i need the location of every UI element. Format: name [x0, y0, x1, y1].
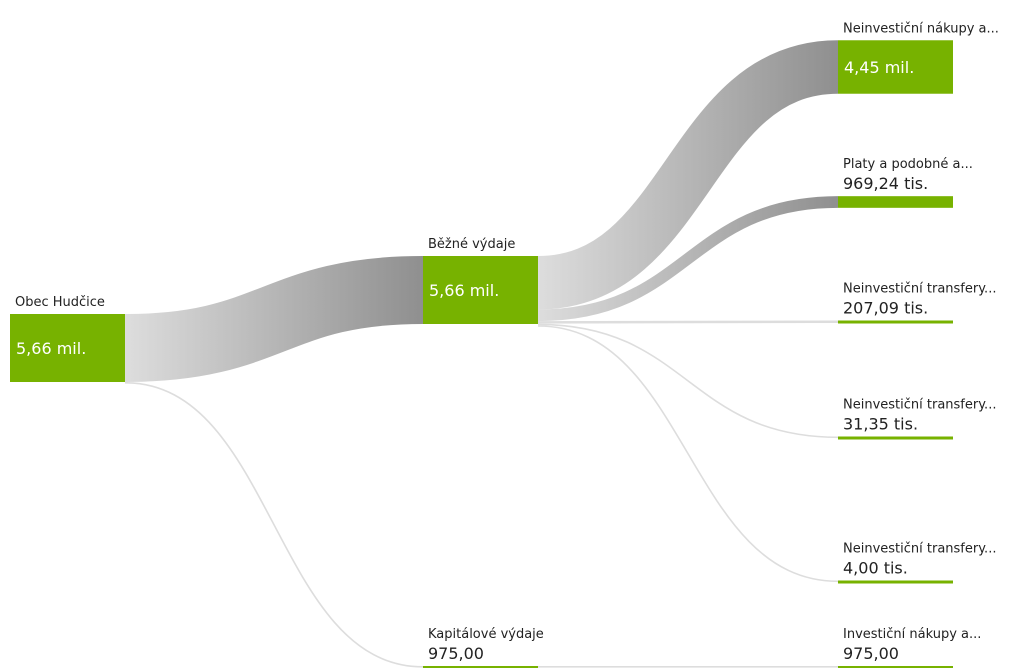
node-bar-investicni[interactable] [838, 666, 953, 668]
node-value-bezne: 5,66 mil. [429, 281, 499, 300]
node-bar-transfery1[interactable] [838, 320, 953, 324]
node-bar-platy[interactable] [838, 196, 953, 208]
link-bezne-transfery1[interactable] [537, 320, 839, 324]
node-value-kapitalove: 975,00 [428, 644, 484, 663]
node-bar-transfery2[interactable] [838, 436, 953, 440]
node-value-root: 5,66 mil. [16, 339, 86, 358]
node-transfery2[interactable]: Neinvestiční transfery... 31,35 tis. [838, 398, 996, 440]
node-label-platy: Platy a podobné a... [843, 157, 973, 172]
node-root[interactable]: Obec Hudčice 5,66 mil. [10, 295, 125, 382]
node-value-platy: 969,24 tis. [843, 174, 928, 193]
node-label-kapitalove: Kapitálové výdaje [428, 627, 544, 642]
node-platy[interactable]: Platy a podobné a... 969,24 tis. [838, 157, 973, 208]
node-label-root: Obec Hudčice [15, 295, 105, 310]
link-bezne-transfery3[interactable] [537, 325, 839, 583]
link-bezne-platy[interactable] [537, 196, 839, 322]
node-value-transfery2: 31,35 tis. [843, 415, 918, 434]
node-bar-bezne[interactable] [423, 256, 538, 324]
node-label-investicni: Investiční nákupy a... [843, 627, 981, 642]
node-nakupy[interactable]: Neinvestiční nákupy a... 4,45 mil. [838, 21, 999, 94]
node-label-transfery3: Neinvestiční transfery... [843, 542, 996, 557]
node-bar-kapitalove[interactable] [423, 666, 538, 668]
node-bar-root[interactable] [10, 314, 125, 382]
link-bezne-transfery2[interactable] [537, 323, 839, 439]
node-transfery1[interactable]: Neinvestiční transfery... 207,09 tis. [838, 282, 996, 324]
node-investicni[interactable]: Investiční nákupy a... 975,00 [838, 627, 981, 668]
node-label-transfery1: Neinvestiční transfery... [843, 282, 996, 297]
node-value-investicni: 975,00 [843, 644, 899, 663]
node-label-nakupy: Neinvestiční nákupy a... [843, 21, 999, 36]
links-layer [124, 40, 840, 668]
node-value-nakupy: 4,45 mil. [844, 58, 914, 77]
link-root-kapitalove[interactable] [124, 382, 424, 668]
node-kapitalove[interactable]: Kapitálové výdaje 975,00 [423, 627, 544, 668]
nodes-layer: Obec Hudčice 5,66 mil. Běžné výdaje 5,66 mi… [10, 21, 999, 668]
node-value-transfery1: 207,09 tis. [843, 299, 928, 318]
node-bar-transfery3[interactable] [838, 580, 953, 584]
node-label-bezne: Běžné výdaje [428, 237, 515, 252]
link-root-bezne[interactable] [124, 256, 424, 382]
node-label-transfery2: Neinvestiční transfery... [843, 398, 996, 413]
link-bezne-nakupy[interactable] [536, 40, 840, 310]
node-value-transfery3: 4,00 tis. [843, 559, 908, 578]
node-transfery3[interactable]: Neinvestiční transfery... 4,00 tis. [838, 542, 996, 584]
node-bezne[interactable]: Běžné výdaje 5,66 mil. [423, 237, 538, 324]
node-bar-nakupy[interactable] [838, 40, 953, 94]
